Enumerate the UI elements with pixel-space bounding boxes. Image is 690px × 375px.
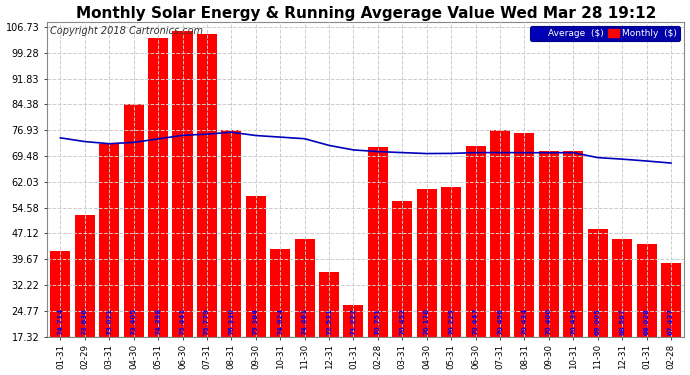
Text: 75.779: 75.779 xyxy=(204,308,210,335)
Text: 70.456: 70.456 xyxy=(497,308,503,335)
Bar xyxy=(490,130,510,337)
Text: 70.751: 70.751 xyxy=(375,308,381,335)
Text: 70.400: 70.400 xyxy=(546,308,552,335)
Text: 76.330: 76.330 xyxy=(228,308,235,335)
Bar xyxy=(466,146,486,337)
Bar xyxy=(50,251,70,337)
Bar xyxy=(197,34,217,337)
Bar xyxy=(515,134,535,337)
Bar xyxy=(319,272,339,337)
Bar xyxy=(637,244,657,337)
Text: 70.434: 70.434 xyxy=(571,308,576,335)
Text: 74.461: 74.461 xyxy=(302,308,308,335)
Bar xyxy=(75,215,95,337)
Bar xyxy=(612,239,632,337)
Bar xyxy=(344,305,364,337)
Bar xyxy=(295,239,315,337)
Text: 74.714: 74.714 xyxy=(57,308,63,335)
Text: 73.021: 73.021 xyxy=(106,308,112,335)
Bar xyxy=(368,147,388,337)
Title: Monthly Solar Energy & Running Avgerage Value Wed Mar 28 19:12: Monthly Solar Energy & Running Avgerage … xyxy=(75,6,656,21)
Text: 71.222: 71.222 xyxy=(351,308,357,335)
Text: 73.636: 73.636 xyxy=(82,308,88,335)
Text: 73.405: 73.405 xyxy=(130,308,137,335)
Text: Copyright 2018 Cartronics.com: Copyright 2018 Cartronics.com xyxy=(50,27,203,36)
Bar xyxy=(172,31,193,337)
Bar xyxy=(393,201,413,337)
Text: 68.028: 68.028 xyxy=(644,308,649,335)
Bar xyxy=(539,151,559,337)
Text: 69.005: 69.005 xyxy=(595,308,601,335)
Bar xyxy=(563,151,583,337)
Text: 74.924: 74.924 xyxy=(277,308,283,335)
Bar xyxy=(99,144,119,337)
Bar xyxy=(417,189,437,337)
Text: 70.452: 70.452 xyxy=(400,308,405,335)
Bar xyxy=(124,104,144,337)
Bar xyxy=(270,249,290,337)
Legend: Average  ($), Monthly  ($): Average ($), Monthly ($) xyxy=(531,26,680,40)
Text: 70.225: 70.225 xyxy=(448,308,454,335)
Bar xyxy=(588,229,608,337)
Text: 70.178: 70.178 xyxy=(424,308,430,335)
Bar xyxy=(221,130,242,337)
Text: 68.567: 68.567 xyxy=(619,308,625,335)
Bar xyxy=(441,187,461,337)
Text: 74.398: 74.398 xyxy=(155,308,161,335)
Text: 72.531: 72.531 xyxy=(326,308,332,335)
Text: 70.434: 70.434 xyxy=(522,308,527,335)
Text: 70.447: 70.447 xyxy=(473,308,479,335)
Text: 75.384: 75.384 xyxy=(253,308,259,335)
Bar xyxy=(148,38,168,337)
Text: 75.441: 75.441 xyxy=(179,308,186,335)
Bar xyxy=(246,196,266,337)
Bar xyxy=(661,263,681,337)
Text: 67.437: 67.437 xyxy=(668,308,674,335)
